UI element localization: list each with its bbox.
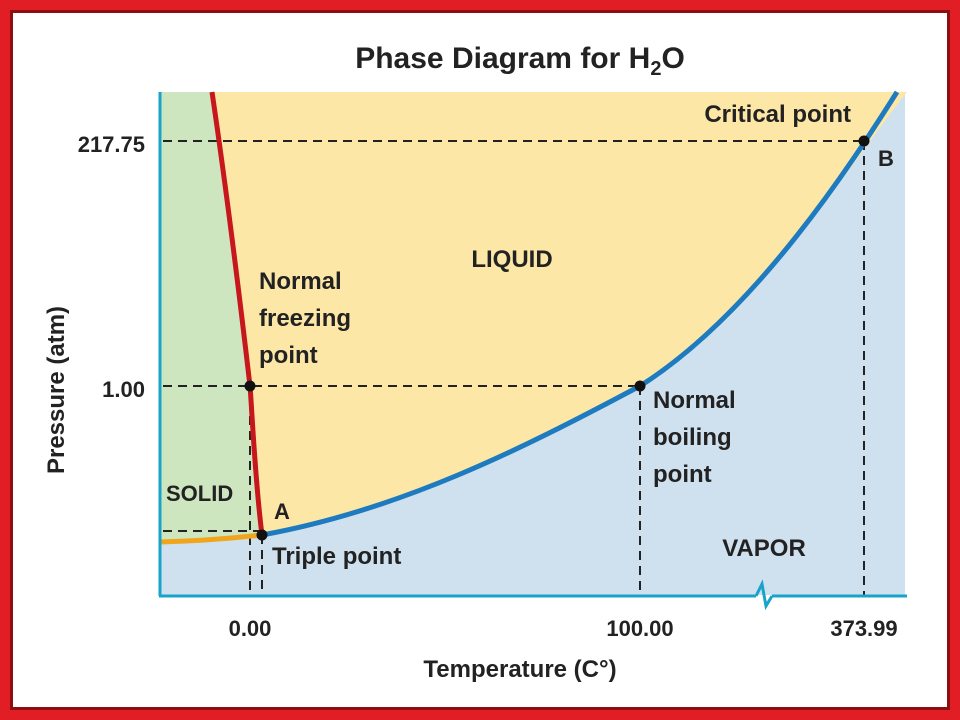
liquid-region — [212, 92, 907, 535]
chart-title: Phase Diagram for H2O — [355, 42, 685, 80]
critical-point-letter: B — [878, 146, 894, 171]
sublimation-curve — [159, 532, 263, 545]
critical-point-label: Critical point — [704, 101, 851, 128]
freezing-label-line: Normal — [259, 268, 342, 295]
triple-point-letter: A — [274, 499, 290, 524]
y-tick-label: 1.00 — [102, 377, 145, 402]
x-tick-label: 0.00 — [229, 616, 272, 641]
triple-point-label: Triple point — [272, 543, 401, 570]
freezing-point-marker — [244, 380, 256, 392]
vapor-region-label: VAPOR — [722, 535, 806, 562]
freezing-point-label: Normal freezing point — [259, 268, 351, 369]
fusion-curve — [209, 91, 265, 536]
triple-point-marker — [256, 529, 268, 541]
axis-break-icon — [754, 579, 774, 611]
solid-region — [160, 92, 262, 542]
y-axis-label: Pressure (atm) — [43, 306, 70, 474]
boiling-label-line: boiling — [653, 424, 732, 451]
x-tick-label: 373.99 — [830, 616, 897, 641]
x-axis-label: Temperature (C°) — [423, 656, 616, 683]
freezing-label-line: freezing — [259, 305, 351, 332]
y-tick-label: 217.75 — [78, 132, 145, 157]
x-tick-label: 100.00 — [606, 616, 673, 641]
freezing-label-line: point — [259, 342, 318, 369]
boiling-point-marker — [634, 380, 646, 392]
axes — [158, 92, 907, 611]
solid-region-label: SOLID — [166, 481, 233, 506]
critical-point-marker — [858, 135, 870, 147]
liquid-region-label: LIQUID — [471, 246, 552, 273]
boiling-point-label: Normal boiling point — [653, 387, 736, 488]
boiling-label-line: point — [653, 461, 712, 488]
boiling-label-line: Normal — [653, 387, 736, 414]
